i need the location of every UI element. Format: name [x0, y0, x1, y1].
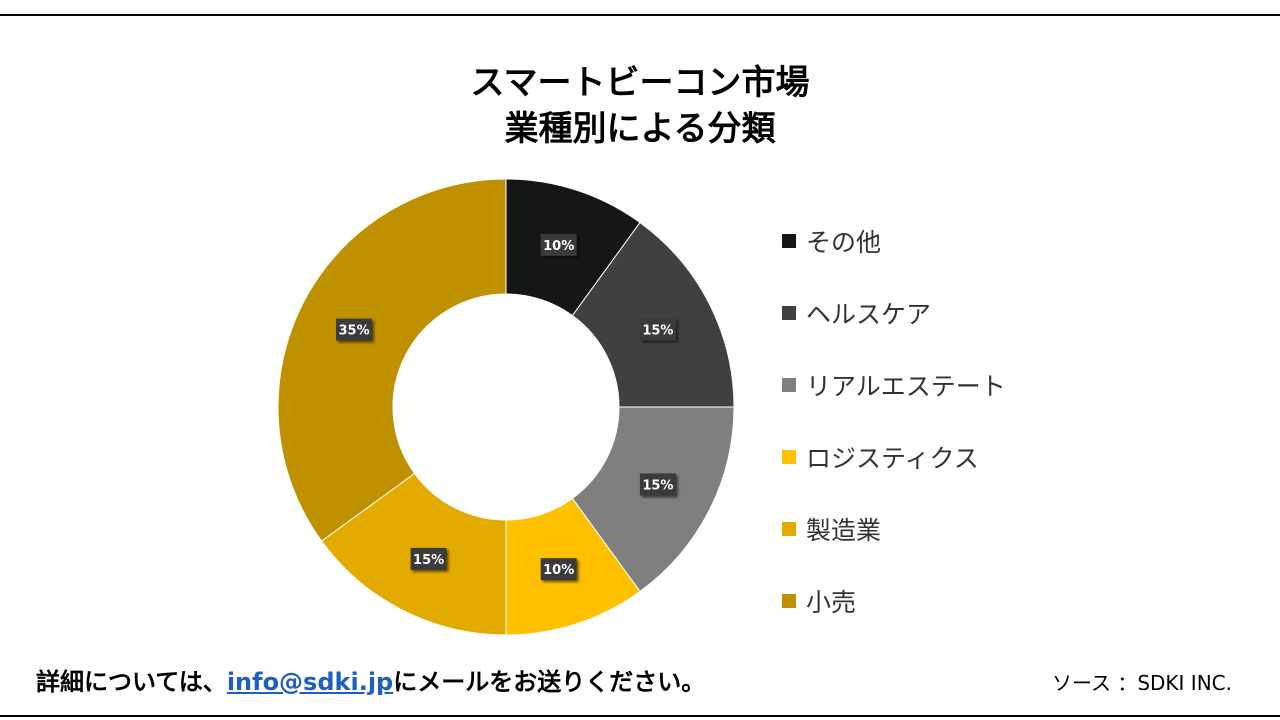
legend-label: ヘルスケア: [806, 300, 932, 329]
legend-swatch: [782, 450, 796, 464]
chart-title: スマートビーコン市場 業種別による分類: [0, 60, 1280, 152]
slice-label-4: 10%: [540, 558, 577, 581]
legend-swatch: [782, 234, 796, 248]
legend-item-2: ヘルスケア: [782, 277, 1006, 349]
slice-label-box: [410, 547, 447, 570]
contact-suffix: にメールをお送りください。: [393, 668, 706, 696]
slice-label-text: 15%: [642, 324, 673, 339]
legend-label: リアルエステート: [806, 372, 1006, 401]
slice-label-box: [639, 473, 676, 496]
legend-item-1: その他: [782, 205, 1006, 277]
slice-label-text: 10%: [543, 563, 574, 578]
chart-legend: その他ヘルスケアリアルエステート ロジスティクス 製造業小売: [782, 205, 1006, 637]
slice-label-1: 10%: [540, 233, 577, 256]
slice-label-box: [540, 233, 577, 256]
donut-slice-6: [277, 178, 507, 542]
donut-slice-2: [571, 221, 735, 408]
bottom-rule: [0, 715, 1280, 717]
donut-slice-3: [571, 406, 735, 593]
legend-label: ロジスティクス: [806, 444, 979, 473]
legend-item-6: 小売: [782, 565, 1006, 637]
legend-label: 小売: [806, 588, 857, 617]
legend-item-5: 製造業: [782, 493, 1006, 565]
slice-label-text: 15%: [413, 553, 444, 568]
slice-label-6: 35%: [336, 318, 373, 341]
source-note: ソース ：SDKI INC.: [1051, 671, 1232, 695]
top-rule: [0, 14, 1280, 16]
legend-swatch: [782, 378, 796, 392]
legend-item-4: ロジスティクス: [782, 421, 1006, 493]
legend-item-3: リアルエステート: [782, 349, 1006, 421]
legend-swatch: [782, 594, 796, 608]
slice-label-text: 35%: [339, 324, 370, 339]
legend-label: その他: [806, 228, 882, 257]
slice-label-box: [336, 318, 373, 341]
slice-label-box: [639, 318, 676, 341]
slice-label-text: 15%: [642, 478, 673, 493]
slice-label-box: [540, 558, 577, 581]
legend-label: 製造業: [806, 516, 882, 545]
slice-label-2: 15%: [639, 318, 676, 341]
contact-note: 詳細については、info@sdki.jpにメールをお送りください。: [36, 662, 705, 697]
contact-prefix: 詳細については、: [36, 668, 227, 696]
chart-title-line-2: 業種別による分類: [504, 109, 776, 149]
slice-label-3: 15%: [639, 473, 676, 496]
legend-swatch: [782, 306, 796, 320]
slice-label-text: 10%: [543, 239, 574, 254]
legend-swatch: [782, 522, 796, 536]
chart-title-line-1: スマートビーコン市場: [470, 63, 810, 103]
email-link[interactable]: info@sdki.jp: [226, 668, 394, 696]
slice-label-5: 15%: [410, 547, 447, 570]
